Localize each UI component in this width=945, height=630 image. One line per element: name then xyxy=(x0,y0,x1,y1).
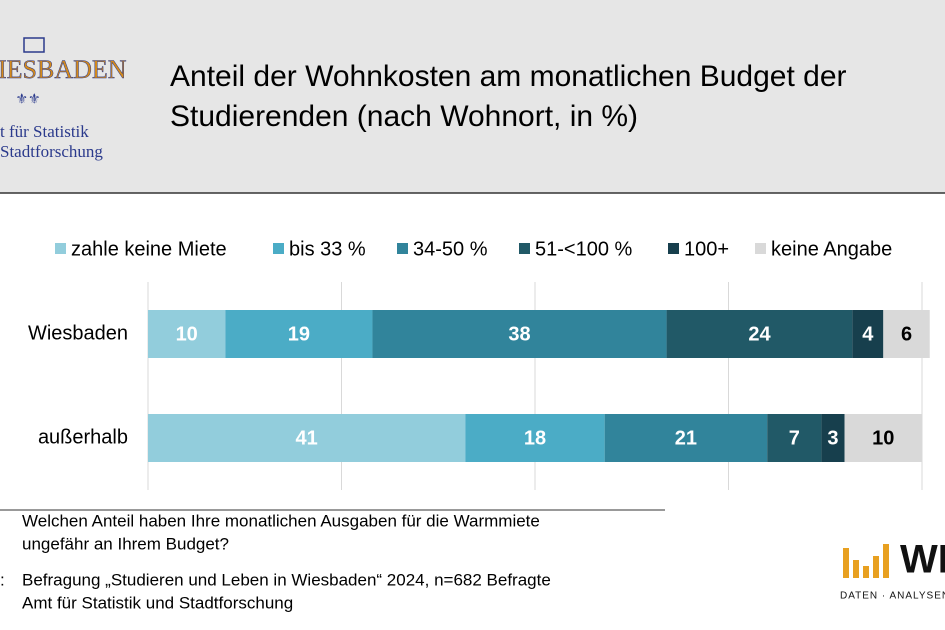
chart: zahle keine Miete bis 33 % 34-50 % 51-<100 … xyxy=(28,238,930,490)
brand-bar xyxy=(853,560,859,578)
legend-swatch xyxy=(519,243,530,254)
bar-segment xyxy=(821,414,845,462)
bar-segment xyxy=(372,310,667,358)
bar-segment xyxy=(604,414,768,462)
data-label: 6 xyxy=(901,323,912,345)
logo-icon xyxy=(23,37,45,53)
data-label: 4 xyxy=(862,323,874,345)
bar-segment xyxy=(148,310,226,358)
brand-bar xyxy=(873,556,879,578)
logo-line: t für Statistik xyxy=(0,122,89,141)
bar-segment xyxy=(465,414,605,462)
title: Studierenden (nach Wohnort, in %) xyxy=(170,100,638,133)
legend-label: keine Angabe xyxy=(771,238,892,260)
legend-swatch xyxy=(755,243,766,254)
legend-swatch xyxy=(668,243,679,254)
bar-segment xyxy=(666,310,853,358)
data-label: 19 xyxy=(288,323,310,345)
logo-fleur: ⚜⚜ xyxy=(15,91,40,107)
brand-bar xyxy=(863,566,869,578)
logo-line: Stadtforschung xyxy=(0,142,103,161)
legend-swatch xyxy=(273,243,284,254)
brand-name: WI xyxy=(900,538,945,582)
data-label: 21 xyxy=(675,427,697,449)
source: Amt für Statistik und Stadtforschung xyxy=(22,593,293,612)
legend-label: 34-50 % xyxy=(413,238,488,260)
brand-bar xyxy=(883,544,889,578)
bar-segment xyxy=(767,414,822,462)
bar-segment xyxy=(852,310,884,358)
data-label: 3 xyxy=(827,427,838,449)
legend-label: bis 33 % xyxy=(289,238,366,260)
brand-tagline: DATEN · ANALYSEN · xyxy=(840,591,945,602)
bar-segment xyxy=(148,414,466,462)
header-band xyxy=(0,0,945,193)
data-label: 10 xyxy=(176,323,198,345)
logo: IESBADEN ⚜⚜ t für Statistik Stadtforschu… xyxy=(0,37,127,161)
data-label: 7 xyxy=(789,427,800,449)
legend-swatch xyxy=(55,243,66,254)
y-tick-label: außerhalb xyxy=(38,426,128,448)
data-label: 38 xyxy=(508,323,530,345)
data-label: 24 xyxy=(748,323,771,345)
legend-label: zahle keine Miete xyxy=(71,238,227,260)
source-label: : xyxy=(0,570,5,589)
legend-swatch xyxy=(397,243,408,254)
question: Welchen Anteil haben Ihre monatlichen Au… xyxy=(22,511,540,530)
y-tick-label: Wiesbaden xyxy=(28,322,128,344)
logo-city: IESBADEN xyxy=(0,55,127,84)
bar-segment xyxy=(844,414,922,462)
legend-label: 51-<100 % xyxy=(535,238,633,260)
data-label: 10 xyxy=(872,427,894,449)
title: Anteil der Wohnkosten am monatlichen Bud… xyxy=(170,60,847,93)
bar-segment xyxy=(883,310,930,358)
brand-logo: WI DATEN · ANALYSEN · xyxy=(840,538,945,602)
source: Befragung „Studieren und Leben in Wiesba… xyxy=(22,570,551,589)
data-label: 18 xyxy=(524,427,546,449)
bar-segment xyxy=(225,310,373,358)
question: ungefähr an Ihrem Budget? xyxy=(22,534,229,553)
brand-bar xyxy=(843,548,849,578)
data-label: 41 xyxy=(296,427,318,449)
legend-label: 100+ xyxy=(684,238,729,260)
